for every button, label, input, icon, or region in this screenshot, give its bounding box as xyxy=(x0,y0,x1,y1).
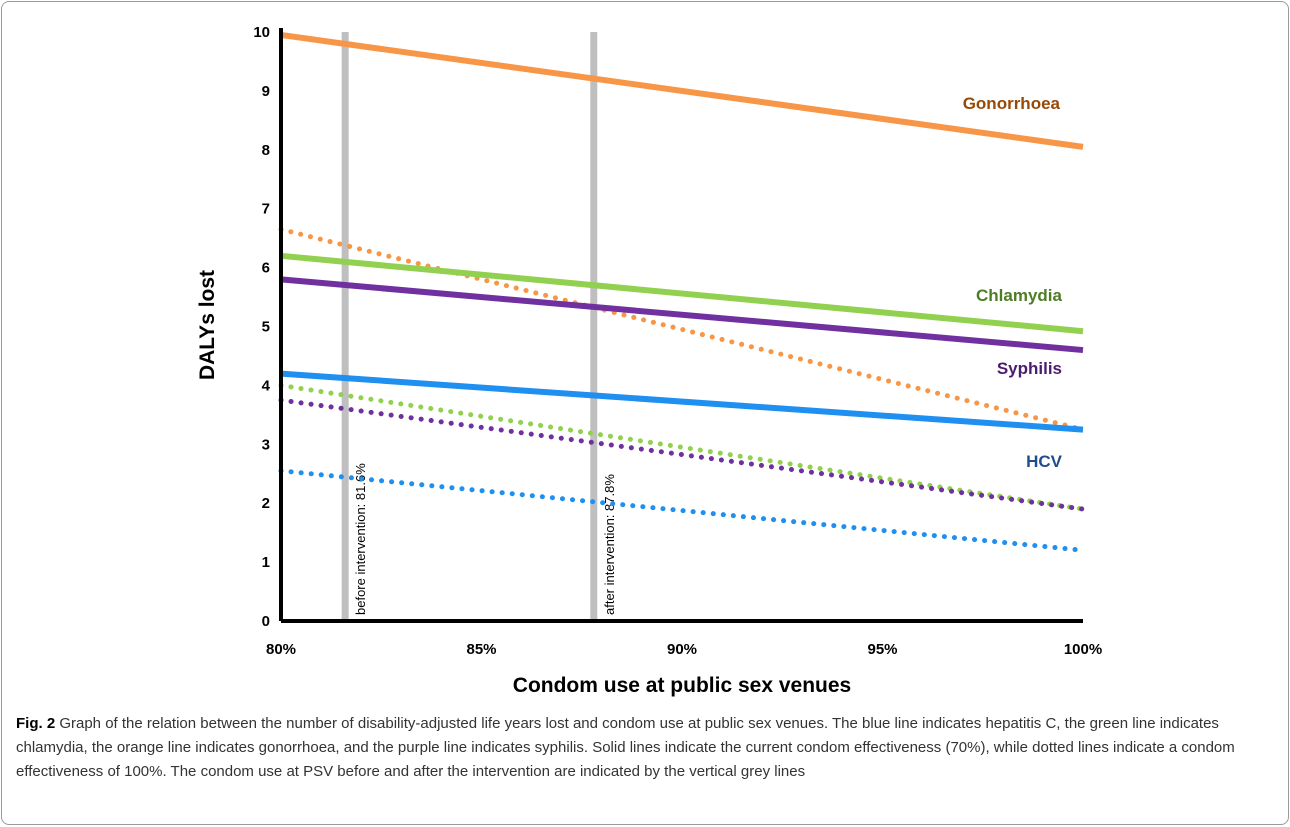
x-tick-label: 80% xyxy=(266,641,296,658)
series-labels: Gonorrhoea Chlamydia Syphilis HCV xyxy=(963,94,1063,471)
y-tick-label: 9 xyxy=(262,83,270,100)
dotted-series-line-7 xyxy=(278,468,1086,553)
y-tick-label: 6 xyxy=(262,260,270,277)
dotted-series-line-5 xyxy=(278,382,1086,512)
y-tick-label: 7 xyxy=(262,201,270,218)
y-tick-label: 2 xyxy=(262,495,270,512)
caption-figure-label: Fig. 2 xyxy=(16,715,56,732)
x-tick-label: 100% xyxy=(1064,641,1102,658)
caption-text: Graph of the relation between the number… xyxy=(16,715,1235,780)
x-axis-title: Condom use at public sex venues xyxy=(513,674,851,697)
solid-series-line-3 xyxy=(280,370,1084,433)
y-tick-label: 8 xyxy=(262,142,270,159)
y-tick-label: 3 xyxy=(262,436,270,453)
y-tick-label: 0 xyxy=(262,613,270,630)
solid-series-line-0 xyxy=(280,31,1084,150)
series-label-chlamydia: Chlamydia xyxy=(976,286,1063,305)
x-tick-label: 90% xyxy=(667,641,697,658)
y-axis-title: DALYs lost xyxy=(196,270,219,380)
dotted-series-line-4 xyxy=(278,226,1086,433)
axes: 0 1 2 3 4 5 6 7 8 9 10 80% 85% 90% 95% 100% xyxy=(253,24,1102,658)
reference-line-label-2: after intervention: 87.8% xyxy=(602,474,617,615)
y-tick-label: 1 xyxy=(262,554,270,571)
figure-caption: Fig. 2 Graph of the relation between the… xyxy=(16,712,1278,784)
x-tick-label: 95% xyxy=(867,641,897,658)
y-tick-label: 5 xyxy=(262,319,270,336)
reference-line-label-1: before intervention: 81.6% xyxy=(353,463,368,615)
y-tick-label: 4 xyxy=(262,377,271,394)
x-tick-label: 85% xyxy=(466,641,496,658)
chart: before intervention: 81.6% after interven… xyxy=(196,24,1102,697)
reference-lines: before intervention: 81.6% after interven… xyxy=(341,32,617,621)
solid-series-line-2 xyxy=(280,276,1084,354)
y-tick-label: 10 xyxy=(253,24,270,41)
solid-series-line-1 xyxy=(280,252,1084,335)
dotted-series-line-6 xyxy=(278,397,1086,512)
series-label-hcv: HCV xyxy=(1026,452,1063,471)
series-label-gonorrhoea: Gonorrhoea xyxy=(963,94,1061,113)
series-lines xyxy=(278,31,1086,553)
series-label-syphilis: Syphilis xyxy=(997,359,1062,378)
